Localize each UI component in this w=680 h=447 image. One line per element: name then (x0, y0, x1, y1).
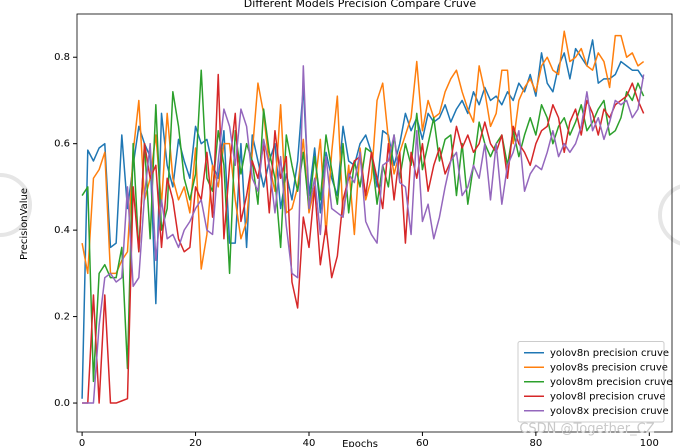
legend-label: yolov8m precision cruve (550, 377, 672, 388)
watermark: CSDN @Together_CZ (519, 422, 654, 437)
y-tick-label: 0.0 (54, 398, 70, 409)
x-tick-label: 0 (79, 438, 85, 447)
legend-label: yolov8l precision cruve (550, 391, 665, 402)
legend-box (517, 341, 665, 423)
legend: yolov8n precision cruve yolov8s precision… (517, 341, 672, 423)
y-tick-label: 0.2 (54, 312, 70, 323)
y-tick-label: 0.6 (54, 139, 70, 150)
series-line (82, 65, 645, 404)
watermark-mark (0, 173, 32, 237)
legend-label: yolov8n precision cruve (550, 348, 669, 359)
legend-label: yolov8s precision cruve (550, 362, 668, 373)
x-tick-label: 100 (640, 438, 659, 447)
x-tick-label: 60 (416, 438, 429, 447)
y-tick-label: 0.8 (54, 52, 70, 63)
watermark-mark (658, 184, 680, 246)
x-axis-label: Epochs (342, 439, 378, 447)
legend-label: yolov8x precision cruve (550, 406, 669, 417)
series-line (81, 39, 645, 399)
x-tick-label: 80 (530, 438, 543, 447)
y-axis-label: PrecisionValue (19, 188, 30, 260)
series-line (82, 73, 645, 404)
y-tick-label: 0.4 (54, 225, 70, 236)
plot-frame (76, 13, 673, 433)
x-tick-label: 20 (189, 438, 202, 447)
plot-area: 0.0 0.2 0.4 0.6 0.8 0 20 40 60 80 100 (54, 13, 673, 447)
series-line (81, 69, 645, 383)
x-tick-label: 40 (303, 438, 316, 447)
chart-title: Different Models Precision Compare Cruve (244, 0, 477, 10)
